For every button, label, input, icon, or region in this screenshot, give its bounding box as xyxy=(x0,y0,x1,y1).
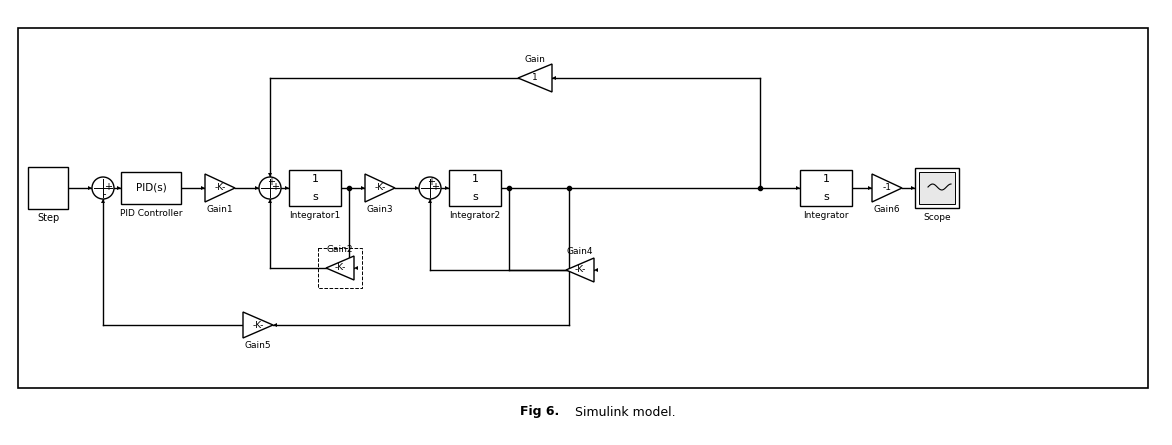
Text: +: + xyxy=(271,182,279,192)
Polygon shape xyxy=(566,258,594,282)
Polygon shape xyxy=(285,186,289,190)
Polygon shape xyxy=(101,199,105,203)
Text: Step: Step xyxy=(36,213,59,223)
Text: -: - xyxy=(102,189,105,199)
Text: +: + xyxy=(104,182,113,192)
Text: s: s xyxy=(823,192,829,202)
Text: s: s xyxy=(312,192,318,202)
FancyBboxPatch shape xyxy=(919,172,955,204)
Text: -K-: -K- xyxy=(252,320,264,329)
Text: s: s xyxy=(472,192,478,202)
Text: Gain5: Gain5 xyxy=(245,340,271,349)
Text: Integrator2: Integrator2 xyxy=(449,210,500,219)
Text: Gain6: Gain6 xyxy=(873,206,900,214)
FancyBboxPatch shape xyxy=(121,172,180,204)
Text: 1: 1 xyxy=(823,174,830,184)
Polygon shape xyxy=(268,199,272,203)
Text: -K-: -K- xyxy=(574,266,586,275)
Text: -K-: -K- xyxy=(334,263,346,272)
Polygon shape xyxy=(361,186,364,190)
Polygon shape xyxy=(205,174,236,202)
Text: Integrator1: Integrator1 xyxy=(289,210,341,219)
Polygon shape xyxy=(243,312,273,338)
Text: Fig 6.: Fig 6. xyxy=(520,405,559,418)
Polygon shape xyxy=(594,268,598,272)
Polygon shape xyxy=(364,174,395,202)
Text: Gain4: Gain4 xyxy=(567,247,593,256)
Text: +: + xyxy=(431,182,440,192)
Text: Gain: Gain xyxy=(525,56,545,65)
Polygon shape xyxy=(415,186,420,190)
Polygon shape xyxy=(326,256,354,280)
Text: +: + xyxy=(427,177,435,187)
Text: -K-: -K- xyxy=(214,183,226,193)
Circle shape xyxy=(259,177,281,199)
Text: Scope: Scope xyxy=(924,213,950,222)
Text: 1: 1 xyxy=(312,174,319,184)
Polygon shape xyxy=(255,186,259,190)
Text: -1: -1 xyxy=(883,183,892,193)
Text: Integrator: Integrator xyxy=(803,210,849,219)
Text: Gain2: Gain2 xyxy=(327,246,353,255)
Text: Simulink model.: Simulink model. xyxy=(575,405,675,418)
Polygon shape xyxy=(445,186,449,190)
FancyBboxPatch shape xyxy=(28,167,68,209)
FancyBboxPatch shape xyxy=(915,168,959,208)
Polygon shape xyxy=(273,323,277,327)
Polygon shape xyxy=(868,186,872,190)
Text: 1: 1 xyxy=(532,73,538,82)
Polygon shape xyxy=(872,174,902,202)
Text: 1: 1 xyxy=(471,174,478,184)
FancyBboxPatch shape xyxy=(449,170,500,206)
Text: PID Controller: PID Controller xyxy=(120,209,183,218)
Polygon shape xyxy=(518,64,552,92)
Polygon shape xyxy=(911,186,915,190)
Polygon shape xyxy=(268,173,272,177)
Text: -K-: -K- xyxy=(374,183,386,193)
Text: +: + xyxy=(267,177,275,187)
Polygon shape xyxy=(796,186,800,190)
Text: Gain3: Gain3 xyxy=(367,206,394,214)
FancyBboxPatch shape xyxy=(800,170,852,206)
Circle shape xyxy=(91,177,114,199)
Polygon shape xyxy=(428,199,432,203)
Polygon shape xyxy=(88,186,91,190)
Polygon shape xyxy=(202,186,205,190)
FancyBboxPatch shape xyxy=(289,170,341,206)
Polygon shape xyxy=(552,76,556,80)
Polygon shape xyxy=(354,266,357,270)
Text: Gain1: Gain1 xyxy=(206,206,233,214)
Polygon shape xyxy=(117,186,121,190)
Text: PID(s): PID(s) xyxy=(136,183,166,193)
Circle shape xyxy=(420,177,441,199)
